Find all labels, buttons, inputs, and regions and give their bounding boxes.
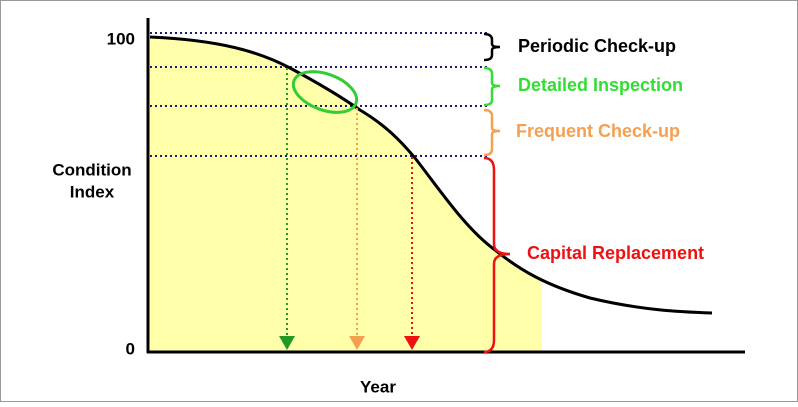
y-label: Index — [70, 182, 115, 201]
y-tick: 100 — [107, 29, 135, 48]
highlight — [291, 70, 359, 114]
arrow-head — [279, 336, 295, 350]
zone-label: Frequent Check-up — [516, 121, 680, 141]
area — [150, 37, 542, 352]
zone-label: Detailed Inspection — [518, 75, 683, 95]
arrows — [286, 68, 413, 338]
arrow-head — [349, 336, 365, 350]
y-tick: 0 — [126, 339, 135, 358]
curve — [149, 35, 713, 315]
zone-label: Capital Replacement — [527, 243, 704, 263]
levels — [150, 32, 490, 157]
zone-label: Periodic Check-up — [518, 36, 676, 56]
y-label: Condition — [52, 160, 131, 179]
braces — [483, 32, 511, 354]
x-label: Year — [360, 377, 396, 396]
arrow-head — [404, 336, 420, 350]
